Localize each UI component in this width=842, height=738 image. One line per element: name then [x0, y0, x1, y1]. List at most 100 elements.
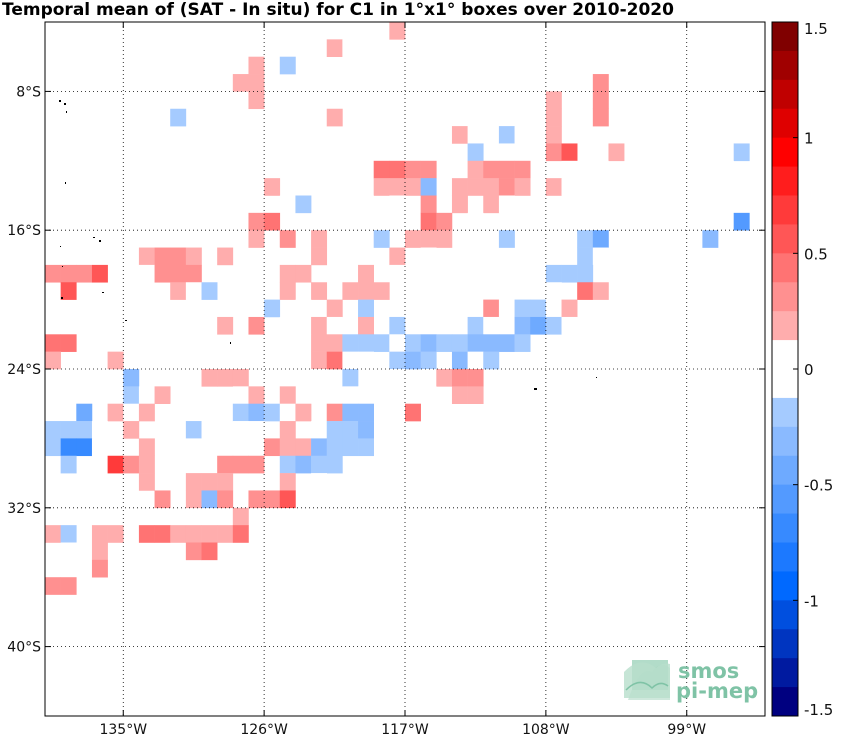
heatmap-cell	[91, 438, 108, 457]
heatmap-cell	[311, 351, 328, 370]
heatmap-cell	[279, 264, 296, 283]
heatmap-cell	[311, 212, 328, 231]
heatmap-cell	[420, 264, 437, 283]
heatmap-cell	[702, 178, 719, 196]
heatmap-cell	[248, 212, 265, 231]
heatmap-cell	[608, 56, 625, 75]
heatmap-cell	[577, 230, 594, 248]
heatmap-cell	[91, 559, 108, 578]
y-tick-label: 32°S	[7, 501, 41, 517]
heatmap-cell	[107, 403, 124, 422]
heatmap-cell	[264, 438, 281, 457]
heatmap-cell	[60, 282, 77, 300]
heatmap-cell	[107, 438, 124, 457]
heatmap-cell	[76, 403, 93, 422]
heatmap-cell	[561, 160, 578, 179]
heatmap-cell	[561, 316, 578, 335]
heatmap-cell	[655, 39, 672, 57]
heatmap-cell	[201, 542, 218, 561]
colorbar-segment	[772, 629, 798, 659]
heatmap-cell	[420, 160, 437, 179]
heatmap-cell	[76, 507, 93, 526]
heatmap-cell	[420, 22, 437, 40]
heatmap-cell	[389, 22, 406, 40]
heatmap-cell	[530, 299, 547, 318]
heatmap-cell	[498, 334, 515, 352]
x-tick-label: 135°W	[99, 722, 147, 738]
heatmap-cell	[264, 247, 281, 266]
heatmap-cell	[295, 455, 312, 474]
heatmap-cell	[123, 386, 140, 404]
heatmap-cell	[311, 386, 328, 404]
heatmap-cell	[91, 386, 108, 404]
heatmap-cell	[373, 282, 390, 300]
heatmap-cell	[592, 282, 609, 300]
heatmap-cell	[420, 386, 437, 404]
heatmap-cell	[311, 39, 328, 57]
heatmap-cell	[185, 473, 202, 491]
heatmap-cell	[498, 282, 515, 300]
heatmap-cell	[436, 230, 453, 248]
heatmap-cell	[358, 39, 374, 57]
heatmap-cells	[45, 22, 766, 595]
heatmap-cell	[107, 455, 124, 474]
heatmap-cell	[733, 126, 750, 144]
heatmap-cell	[639, 160, 656, 179]
heatmap-cell	[232, 369, 249, 387]
heatmap-cell	[718, 39, 734, 57]
heatmap-cell	[592, 108, 609, 127]
heatmap-cell	[389, 316, 406, 335]
land-specks	[59, 100, 597, 390]
heatmap-cell	[545, 282, 562, 300]
heatmap-cell	[295, 39, 312, 57]
heatmap-cell	[264, 264, 281, 283]
heatmap-cell	[373, 160, 390, 179]
heatmap-cell	[342, 386, 359, 404]
heatmap-cell	[170, 403, 187, 422]
heatmap-cell	[295, 438, 312, 457]
colorbar-segment	[772, 108, 798, 139]
heatmap-cell	[170, 421, 187, 439]
heatmap-cell	[107, 351, 124, 370]
heatmap-cell	[232, 525, 249, 543]
heatmap-cell	[60, 577, 77, 595]
heatmap-cell	[123, 455, 140, 474]
heatmap-cell	[217, 369, 234, 387]
heatmap-cell	[279, 455, 296, 474]
heatmap-cell	[405, 230, 421, 248]
heatmap-cell	[592, 91, 609, 110]
heatmap-cell	[545, 264, 562, 283]
colorbar-segment	[772, 369, 798, 399]
colorbar	[772, 22, 798, 717]
heatmap-cell	[733, 143, 750, 162]
heatmap-cell	[76, 542, 93, 561]
heatmap-cell	[201, 473, 218, 491]
heatmap-cell	[451, 351, 468, 370]
heatmap-cell	[451, 369, 468, 387]
heatmap-cell	[420, 334, 437, 352]
heatmap-cell	[749, 108, 766, 127]
heatmap-cell	[358, 299, 374, 318]
heatmap-cell	[45, 438, 61, 457]
heatmap-cell	[389, 369, 406, 387]
heatmap-cell	[311, 230, 328, 248]
heatmap-cell	[514, 299, 531, 318]
heatmap-cell	[451, 299, 468, 318]
heatmap-cell	[718, 212, 734, 231]
heatmap-cell	[483, 160, 500, 179]
heatmap-cell	[60, 525, 77, 543]
colorbar-segment	[772, 687, 798, 717]
heatmap-cell	[467, 351, 484, 370]
heatmap-cell	[123, 369, 140, 387]
heatmap-cell	[545, 91, 562, 110]
heatmap-cell	[342, 438, 359, 457]
logo-text-smos: smos	[678, 659, 739, 683]
heatmap-cell	[264, 178, 281, 196]
x-tick-label: 108°W	[522, 722, 570, 738]
heatmap-cell	[702, 230, 719, 248]
colorbar-segment	[772, 224, 798, 254]
heatmap-cell	[702, 74, 719, 92]
heatmap-cell	[123, 403, 140, 422]
heatmap-cell	[451, 126, 468, 144]
heatmap-cell	[358, 403, 374, 422]
